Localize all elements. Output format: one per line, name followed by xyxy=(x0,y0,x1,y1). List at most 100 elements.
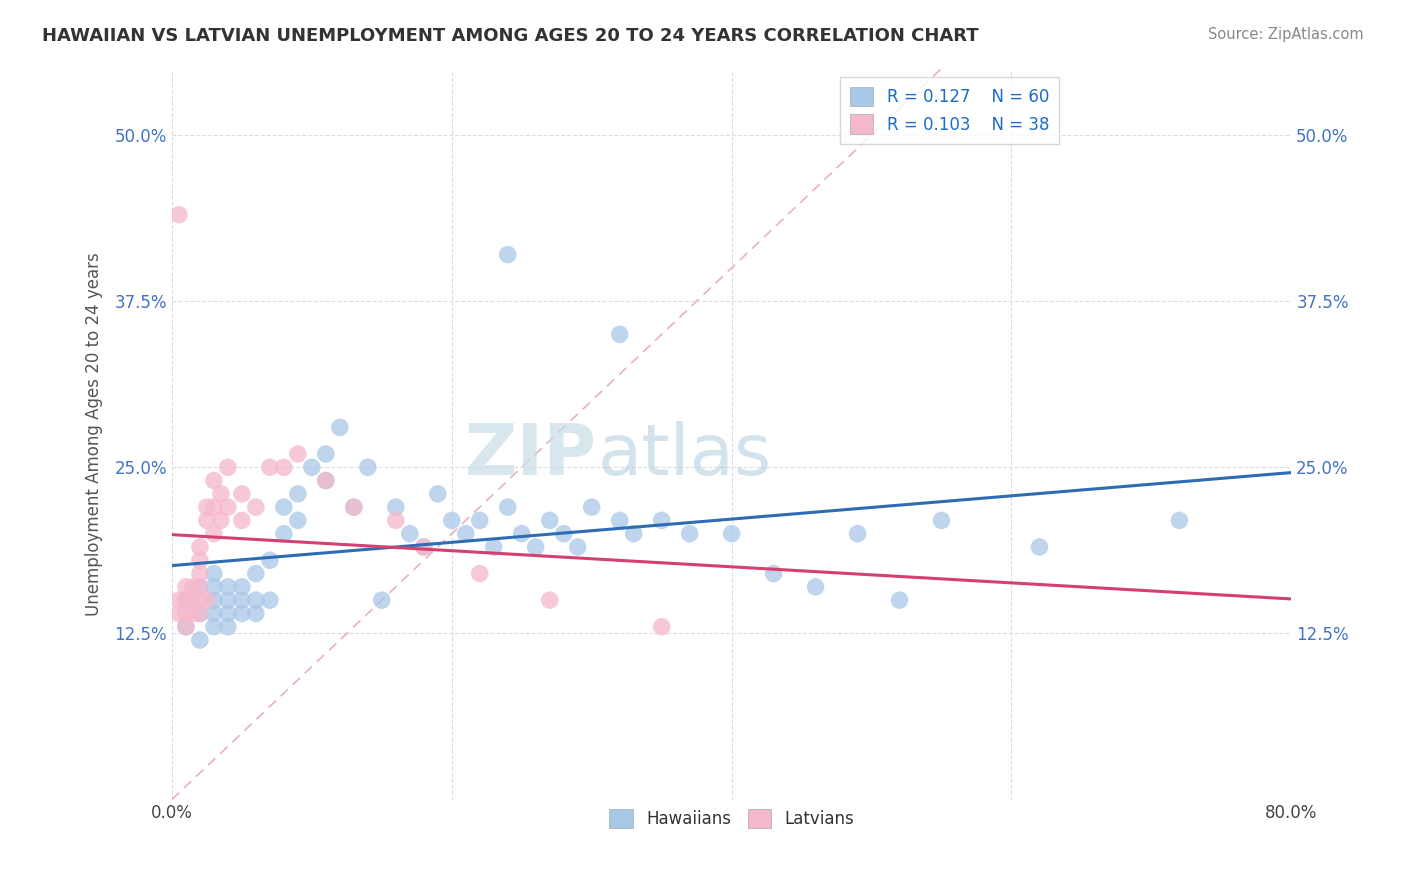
Point xyxy=(174,580,197,594)
Point xyxy=(188,553,211,567)
Text: HAWAIIAN VS LATVIAN UNEMPLOYMENT AMONG AGES 20 TO 24 YEARS CORRELATION CHART: HAWAIIAN VS LATVIAN UNEMPLOYMENT AMONG A… xyxy=(42,27,979,45)
Point xyxy=(217,620,239,634)
Point xyxy=(678,526,700,541)
Point xyxy=(259,553,281,567)
Point xyxy=(273,526,295,541)
Point xyxy=(287,447,309,461)
Point xyxy=(174,620,197,634)
Point xyxy=(287,513,309,527)
Point xyxy=(609,513,631,527)
Point xyxy=(174,620,197,634)
Point xyxy=(202,607,225,621)
Point xyxy=(245,500,267,515)
Point xyxy=(202,566,225,581)
Point xyxy=(167,208,190,222)
Point xyxy=(804,580,827,594)
Point xyxy=(384,513,406,527)
Point xyxy=(357,460,380,475)
Point xyxy=(567,540,589,554)
Text: ZIP: ZIP xyxy=(465,421,598,491)
Point xyxy=(343,500,366,515)
Point xyxy=(209,513,232,527)
Point xyxy=(538,593,561,607)
Point xyxy=(217,500,239,515)
Point xyxy=(202,593,225,607)
Point xyxy=(846,526,869,541)
Point xyxy=(174,593,197,607)
Point xyxy=(581,500,603,515)
Point xyxy=(202,620,225,634)
Point xyxy=(609,327,631,342)
Point xyxy=(181,593,204,607)
Point xyxy=(209,487,232,501)
Point xyxy=(245,593,267,607)
Point xyxy=(1028,540,1050,554)
Point xyxy=(188,593,211,607)
Point xyxy=(412,540,434,554)
Point xyxy=(482,540,505,554)
Point xyxy=(195,500,218,515)
Text: atlas: atlas xyxy=(598,421,772,491)
Point xyxy=(496,500,519,515)
Point xyxy=(720,526,742,541)
Point xyxy=(202,474,225,488)
Point xyxy=(174,607,197,621)
Point xyxy=(188,633,211,648)
Point xyxy=(496,247,519,261)
Point xyxy=(510,526,533,541)
Point xyxy=(553,526,575,541)
Point xyxy=(259,593,281,607)
Point xyxy=(188,566,211,581)
Point xyxy=(174,593,197,607)
Point xyxy=(195,593,218,607)
Point xyxy=(245,607,267,621)
Point xyxy=(426,487,449,501)
Point xyxy=(259,460,281,475)
Point xyxy=(231,607,253,621)
Point xyxy=(329,420,352,434)
Point xyxy=(454,526,477,541)
Point xyxy=(468,513,491,527)
Point xyxy=(231,593,253,607)
Point xyxy=(231,487,253,501)
Point xyxy=(412,540,434,554)
Point xyxy=(202,500,225,515)
Point xyxy=(167,607,190,621)
Point xyxy=(167,593,190,607)
Point xyxy=(217,593,239,607)
Point xyxy=(651,513,673,527)
Point xyxy=(384,500,406,515)
Point xyxy=(217,607,239,621)
Point xyxy=(315,447,337,461)
Point xyxy=(217,460,239,475)
Point xyxy=(181,607,204,621)
Point xyxy=(301,460,323,475)
Point xyxy=(217,580,239,594)
Point xyxy=(181,580,204,594)
Point xyxy=(188,607,211,621)
Legend: Hawaiians, Latvians: Hawaiians, Latvians xyxy=(603,803,860,835)
Point xyxy=(889,593,911,607)
Point xyxy=(651,620,673,634)
Point xyxy=(1168,513,1191,527)
Point xyxy=(273,500,295,515)
Point xyxy=(231,580,253,594)
Point xyxy=(188,580,211,594)
Point xyxy=(524,540,547,554)
Point xyxy=(398,526,420,541)
Point xyxy=(315,474,337,488)
Point xyxy=(623,526,645,541)
Point xyxy=(287,487,309,501)
Point xyxy=(195,513,218,527)
Point xyxy=(762,566,785,581)
Point xyxy=(538,513,561,527)
Point xyxy=(273,460,295,475)
Point xyxy=(245,566,267,581)
Point xyxy=(188,607,211,621)
Point xyxy=(315,474,337,488)
Text: Source: ZipAtlas.com: Source: ZipAtlas.com xyxy=(1208,27,1364,42)
Point xyxy=(931,513,953,527)
Point xyxy=(371,593,394,607)
Point xyxy=(440,513,463,527)
Point xyxy=(202,526,225,541)
